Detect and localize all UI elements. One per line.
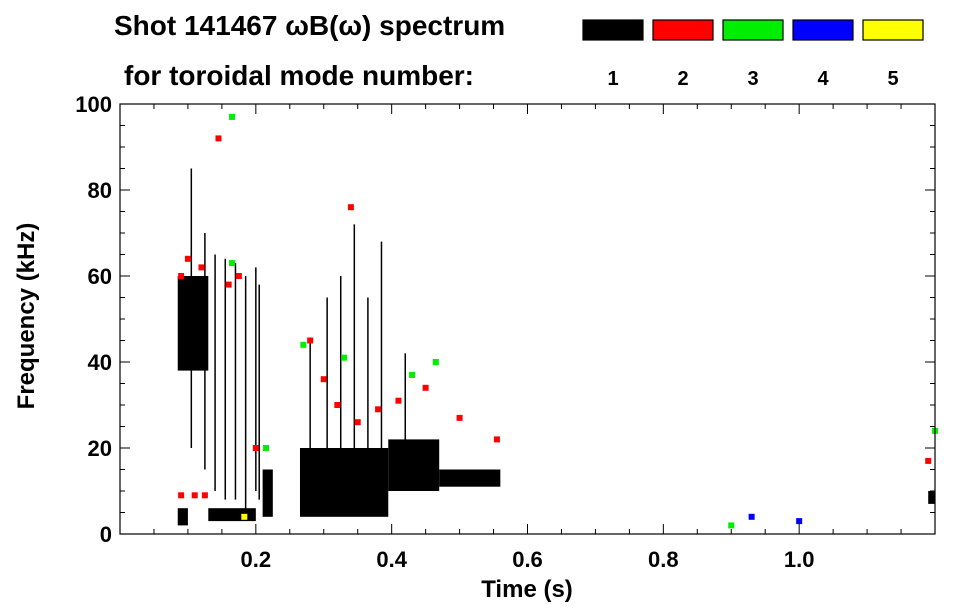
mode-3-point-1 (229, 260, 236, 267)
y-tick-label: 60 (88, 264, 112, 289)
mode-2-point-6 (320, 376, 327, 383)
legend-swatch-mode-2 (652, 19, 714, 41)
y-axis-label: Frequency (kHz) (13, 223, 40, 410)
x-tick-label: 0.8 (648, 547, 679, 572)
mode-4-point-0 (748, 513, 755, 520)
mode-2-point-17 (252, 445, 259, 451)
mode-2-point-2 (198, 264, 205, 271)
axes: 0.2 0.4 0.6 0.8 1.0 0 20 40 60 80 100 (75, 92, 935, 572)
series-mode-4 (748, 513, 803, 525)
mode-5-point-0 (241, 513, 248, 520)
mode-2-point-7 (334, 402, 341, 408)
mode-1-region-0 (177, 276, 209, 371)
legend-swatch-mode-4 (792, 19, 854, 41)
mode-2-point-12 (456, 414, 463, 421)
series-mode-5 (241, 513, 248, 520)
y-tick-label: 80 (88, 178, 112, 203)
mode-2-point-1 (184, 255, 191, 262)
mode-2-point-13 (493, 436, 500, 443)
x-tick-label: 1.0 (784, 547, 815, 572)
mode-2-point-0 (178, 273, 185, 279)
mode-3-point-0 (229, 113, 236, 120)
chart-title-line2: for toroidal mode number: (124, 60, 474, 91)
y-tick-label: 20 (88, 436, 112, 461)
mode-2-point-20 (925, 457, 932, 464)
legend-label-mode-2: 2 (677, 68, 688, 90)
mode-1-region-4 (299, 448, 389, 517)
mode-3-point-4 (341, 354, 348, 361)
x-tick-label: 0.4 (376, 547, 407, 572)
legend: 1 2 3 4 5 (582, 19, 924, 90)
series-mode-2 (178, 135, 932, 499)
series-mode-1 (177, 168, 935, 526)
spectrogram-data (177, 113, 938, 529)
mode-2-point-15 (191, 492, 198, 499)
mode-1-region-7 (928, 491, 935, 504)
x-tick-label: 0.6 (512, 547, 543, 572)
y-tick-label: 100 (75, 92, 112, 117)
mode-1-region-1 (177, 508, 188, 526)
mode-2-point-14 (178, 492, 185, 499)
mode-1-region-6 (439, 469, 501, 487)
x-axis-label: Time (s) (481, 576, 573, 603)
mode-1-region-3 (262, 469, 273, 517)
legend-swatch-mode-5 (862, 19, 924, 41)
legend-swatch-mode-1 (582, 19, 644, 41)
plot-frame (119, 103, 936, 535)
mode-2-point-18 (347, 204, 354, 211)
legend-label-mode-4: 4 (817, 68, 829, 90)
legend-label-mode-3: 3 (747, 68, 758, 90)
mode-3-point-2 (263, 445, 270, 451)
mode-2-point-4 (235, 273, 242, 279)
mode-2-point-9 (375, 406, 382, 413)
mode-1-region-2 (208, 508, 256, 522)
mode-1-region-5 (388, 439, 440, 491)
mode-2-point-5 (307, 337, 314, 344)
mode-4-point-1 (796, 518, 803, 525)
chart-title-line1: Shot 141467 ωB(ω) spectrum (114, 10, 505, 41)
y-tick-label: 40 (88, 350, 112, 375)
mode-3-point-7 (728, 522, 735, 529)
legend-label-mode-1: 1 (607, 68, 618, 90)
mode-2-point-19 (215, 135, 222, 142)
mode-2-point-3 (225, 281, 232, 288)
mode-2-point-10 (395, 397, 402, 404)
legend-label-mode-5: 5 (887, 68, 898, 90)
chart-title: Shot 141467 ωB(ω) spectrum for toroidal … (114, 10, 505, 91)
x-tick-label: 0.2 (241, 547, 272, 572)
mode-3-point-6 (432, 359, 439, 365)
legend-swatch-mode-3 (722, 19, 784, 41)
mode-2-point-11 (422, 384, 429, 391)
mode-3-point-5 (409, 371, 416, 378)
mode-2-point-16 (201, 492, 208, 499)
mode-2-point-8 (354, 419, 361, 426)
mode-3-point-3 (300, 341, 307, 348)
y-tick-label: 0 (100, 522, 112, 547)
